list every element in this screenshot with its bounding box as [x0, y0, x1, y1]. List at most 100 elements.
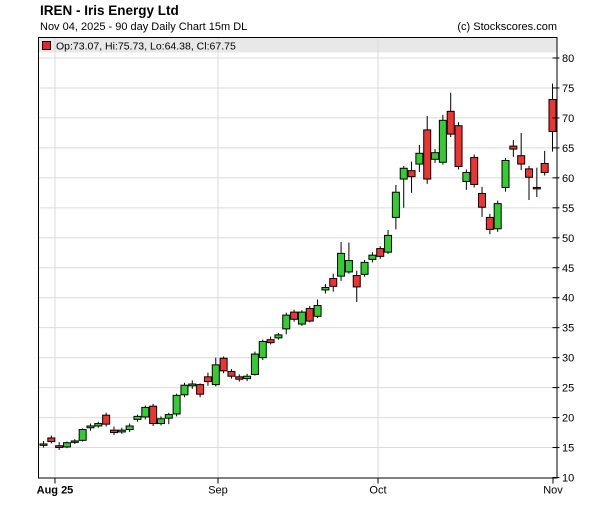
candle-body [290, 311, 299, 320]
candle-body [156, 418, 165, 425]
candle [188, 380, 197, 389]
candle-body [282, 314, 291, 330]
candle [352, 270, 361, 302]
candle [243, 373, 252, 382]
candle [329, 273, 338, 292]
candle [164, 412, 173, 425]
candle-body [70, 440, 79, 443]
candle [282, 312, 291, 335]
candle [109, 426, 118, 435]
candle-body [438, 119, 447, 163]
candle [102, 412, 111, 427]
legend-ohlc-label: Op:73.07, Hi:75.73, Lo:64.38, Cl:67.75 [56, 41, 236, 53]
candle-body [360, 261, 369, 275]
candle [368, 252, 377, 263]
candle [117, 427, 126, 434]
candle [172, 393, 181, 417]
candle-body [117, 429, 126, 433]
x-tick-label: Nov [543, 485, 563, 497]
candle-body [321, 287, 330, 291]
y-tick-label: 20 [562, 413, 574, 425]
candle-body [337, 252, 346, 277]
candle-body [235, 376, 244, 380]
candle [337, 241, 346, 281]
legend-bar [39, 38, 557, 53]
candle-body [407, 170, 416, 178]
y-tick-label: 60 [562, 173, 574, 185]
candle [196, 383, 205, 398]
candle [133, 414, 142, 422]
candle-body [540, 162, 549, 173]
candle-body [384, 234, 393, 253]
candle [391, 185, 400, 230]
candle [540, 150, 549, 176]
candle-body [485, 216, 494, 230]
candle-body [399, 167, 408, 180]
candle [180, 382, 189, 398]
candle-body [368, 254, 377, 260]
candle-body [219, 357, 228, 372]
candle [532, 167, 541, 198]
candle-body [258, 340, 267, 359]
y-tick-label: 15 [562, 443, 574, 455]
candle [462, 169, 471, 190]
candle-body [470, 156, 479, 185]
candle [156, 416, 165, 426]
candle [509, 140, 518, 157]
candle [415, 144, 424, 172]
plot-border [38, 37, 558, 479]
candle-body [462, 171, 471, 182]
candle-body [517, 155, 526, 165]
candle-body [125, 425, 134, 431]
candle [525, 165, 534, 201]
candle [407, 161, 416, 193]
candle-body [164, 414, 173, 419]
candle [297, 310, 306, 326]
candle [250, 351, 259, 376]
candle [55, 442, 64, 450]
candle-body [532, 186, 541, 190]
y-tick-label: 30 [562, 353, 574, 365]
y-tick-label: 10 [562, 473, 574, 485]
candle-body [525, 168, 534, 178]
candle [493, 200, 502, 232]
candle [446, 92, 455, 138]
y-tick-label: 75 [562, 83, 574, 95]
candle-body [313, 305, 322, 317]
candle-body [94, 423, 103, 427]
candle [62, 441, 71, 449]
candle [78, 428, 87, 442]
candle-body [149, 405, 158, 425]
candle-body [305, 308, 314, 322]
candle [70, 439, 79, 444]
candle-body [102, 414, 111, 425]
candle-body [203, 376, 212, 383]
chart-subtitle: Nov 04, 2025 - 90 day Daily Chart 15m DL [40, 21, 247, 33]
candle [470, 154, 479, 188]
candle-body [62, 442, 71, 448]
candle-body [188, 383, 197, 387]
candle [454, 122, 463, 170]
candle [235, 374, 244, 382]
candle-body [133, 415, 142, 420]
y-tick-label: 70 [562, 113, 574, 125]
x-tick-label: Sep [208, 485, 228, 497]
candle [423, 116, 432, 184]
candle-body [243, 375, 252, 380]
y-tick-label: 55 [562, 203, 574, 215]
candle-body [454, 125, 463, 167]
candle-body [431, 152, 440, 160]
candle [94, 421, 103, 428]
y-tick-label: 25 [562, 383, 574, 395]
candle [321, 283, 330, 294]
candle [266, 336, 275, 345]
candle-body [446, 110, 455, 135]
candle [431, 149, 440, 163]
x-tick-label: Oct [369, 485, 386, 497]
candle [478, 186, 487, 217]
candle-body [172, 394, 181, 415]
candle [438, 114, 447, 165]
candle [125, 423, 134, 432]
candle-body [47, 437, 56, 443]
